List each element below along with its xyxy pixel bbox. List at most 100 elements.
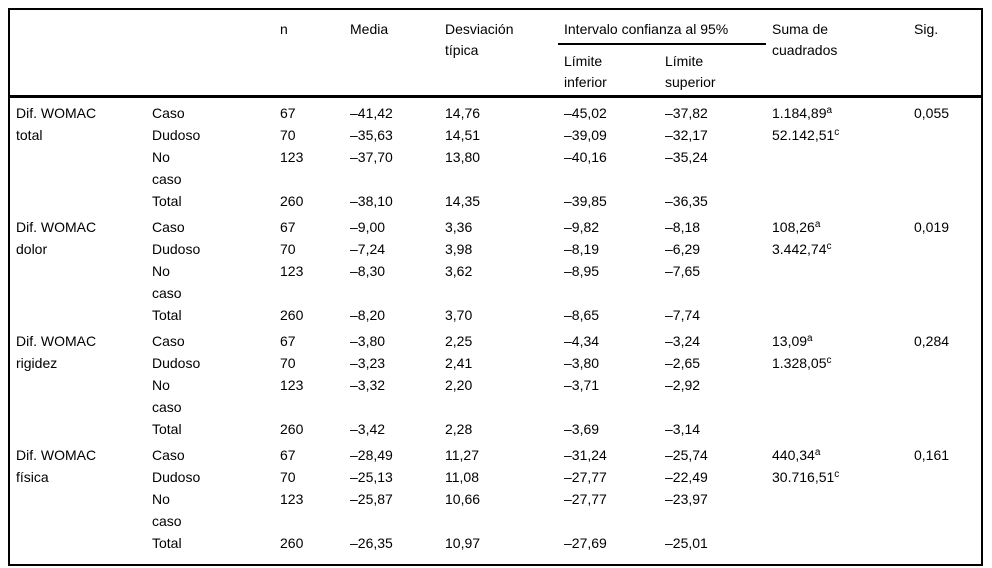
media-cell: –8,20 [350,306,386,323]
category-label: Dudoso [152,468,201,485]
category-label: No caso [152,376,182,415]
media-cell: –8,30 [350,262,386,279]
category-cell: Total [146,532,274,564]
col-header-media: Media [344,10,439,96]
n-cell: 123 [280,262,304,279]
table-row: Total 260 –3,42 2,28 –3,69 –3,14 [10,418,981,440]
media-cell: –41,42 [344,94,439,124]
sig-cell [908,418,981,440]
ci-upper-cell: –36,35 [665,192,708,209]
sd-cell: 2,41 [445,354,473,371]
category-cell: No caso [146,488,274,532]
ci-upper-cell: –23,97 [665,490,708,507]
category-label: Caso [152,218,185,235]
ci-upper-cell: –22,49 [665,468,708,485]
n-cell: 70 [280,468,296,485]
ci-lower-cell: –27,77 [564,468,607,485]
category-label: Caso [152,446,185,463]
category-label: Dudoso [152,126,201,143]
col-header-group-empty [10,10,146,96]
col-header-ss-label: Suma de cuadrados [772,21,838,58]
category-cell: Dudoso [146,352,274,374]
ci-upper-cell: –32,17 [665,126,708,143]
table-row: Total 260 –38,10 14,35 –39,85 –36,35 [10,190,981,212]
n-cell: 67 [280,218,296,235]
media-cell: –26,35 [350,534,393,551]
ci-upper-cell: –2,92 [665,376,701,393]
media-cell: –38,10 [350,192,393,209]
n-cell: 70 [280,126,296,143]
category-cell: No caso [146,374,274,418]
media-cell: –3,80 [350,332,386,349]
category-label: No caso [152,148,182,187]
n-cell: 123 [280,490,304,507]
sig-cell [908,260,981,304]
row-group-label-cell: Dif. WOMAC total [10,94,146,212]
sum-of-squares-cell [766,146,908,190]
ci-upper-cell: –6,29 [665,240,701,257]
sd-cell: 10,66 [445,490,481,507]
sd-cell: 11,27 [445,446,479,463]
media-cell: –3,32 [350,376,386,393]
ci-lower-cell: –31,24 [564,446,607,463]
sum-of-squares-cell: 440,34a [772,446,821,463]
n-cell: 67 [280,332,296,349]
sd-cell: 14,51 [445,126,481,143]
category-label: No caso [152,262,182,301]
ci-lower-cell: –9,82 [564,218,600,235]
ci-upper-cell: –35,24 [665,148,708,165]
table-header: n Media Desviación típica Intervalo conf… [10,10,981,96]
ci-upper-cell: –2,65 [665,354,701,371]
category-cell: Total [146,418,274,440]
ci-lower-cell: –39,85 [564,192,607,209]
n-cell: 67 [274,94,344,124]
ci-lower-cell: –45,02 [558,94,659,124]
sum-of-squares-cell [766,532,908,564]
row-group-label-cell: Dif. WOMAC dolor [10,212,146,326]
ci-lower-cell: –27,69 [564,534,607,551]
header-row-ci-sub: Límite inferior Límite superior [10,44,981,96]
ci-lower-cell: –3,69 [564,420,600,437]
ci-upper-cell: –8,18 [665,218,701,235]
category-label: Caso [152,104,185,121]
sig-cell: 0,019 [914,218,950,235]
col-header-ci-upper: Límite superior [659,44,766,96]
ci-upper-cell: –3,24 [665,332,701,349]
footnote-marker: c [826,354,832,366]
table-row: No caso 123 –25,87 10,66 –27,77 –23,97 [10,488,981,532]
category-cell: No caso [146,146,274,190]
category-cell: Caso [146,326,274,352]
sd-cell: 2,28 [445,420,473,437]
sum-of-squares-cell: 30.716,51c [772,468,840,485]
col-header-ci-label: Intervalo confianza al 95% [564,21,729,37]
category-label: Total [152,306,182,323]
media-cell: –35,63 [350,126,393,143]
sig-cell [908,488,981,532]
sig-cell [908,466,981,488]
col-header-ci-lower: Límite inferior [558,44,659,96]
row-group-label-cell: Dif. WOMAC física [10,440,146,564]
sd-cell: 11,08 [445,468,479,485]
row-group-label: Dif. WOMAC dolor [16,218,97,257]
col-header-n-label: n [280,21,288,37]
table-body: Dif. WOMAC total Caso 67 –41,42 14,76 –45,02–… [10,94,981,564]
sum-of-squares-cell [766,304,908,326]
sd-cell: 13,80 [445,148,481,165]
table-row: No caso 123 –8,30 3,62 –8,95 –7,65 [10,260,981,304]
ci-lower-cell: –8,95 [564,262,600,279]
ci-upper-cell: –7,65 [665,262,701,279]
sum-of-squares-cell [766,418,908,440]
ci-upper-cell: –25,01 [665,534,708,551]
n-cell: 70 [280,240,296,257]
n-cell: 260 [280,192,304,209]
sd-cell: 10,97 [445,534,481,551]
media-cell: –7,24 [350,240,386,257]
media-cell: –3,42 [350,420,386,437]
ci-lower-cell: –3,71 [564,376,600,393]
media-cell: –25,87 [350,490,393,507]
footnote-marker: c [834,468,840,480]
ci-lower-cell: –27,77 [564,490,607,507]
sd-cell: 2,25 [445,332,473,349]
table-row: Dudoso 70 –35,63 14,51 –39,09 –32,17 52.142,51… [10,124,981,146]
sd-cell: 14,76 [439,94,558,124]
